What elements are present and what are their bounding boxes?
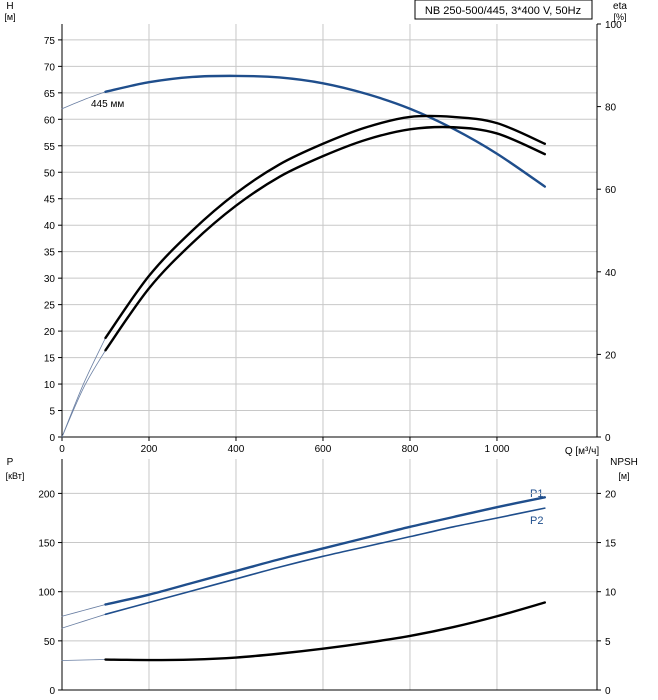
tick-label-left-bottom: 150	[38, 539, 55, 550]
npsh-axis-unit: [м]	[618, 471, 629, 481]
series-p2	[104, 507, 546, 616]
series-eta-b	[104, 125, 547, 352]
series-p1-ext	[61, 604, 106, 617]
tick-label-right-top: 80	[605, 103, 617, 114]
tick-label-right-top: 40	[605, 268, 617, 279]
head-axis-unit: [м]	[4, 12, 15, 22]
title-box: NB 250-500/445, 3*400 V, 50Hz	[414, 0, 593, 20]
tick-label-left-bottom: 0	[49, 686, 55, 697]
series-head-ext	[61, 91, 106, 110]
series-npsh	[104, 601, 547, 662]
tick-label-right-top: 60	[605, 185, 617, 196]
tick-label-right-bottom: 0	[605, 686, 611, 697]
tick-label-right-top: 0	[605, 433, 611, 444]
tick-label-right-bottom: 20	[605, 489, 617, 500]
series-eta-a	[104, 114, 547, 340]
tick-label-left-top: 10	[44, 380, 56, 391]
impeller-diameter-annotation: 445 мм	[91, 99, 124, 110]
tick-label-left-top: 40	[44, 221, 56, 232]
tick-label-right-bottom: 10	[605, 588, 617, 599]
tick-label-left-top: 25	[44, 301, 56, 312]
tick-label-right-bottom: 5	[605, 637, 611, 648]
tick-label-x: 200	[141, 444, 158, 455]
series-npsh-ext	[61, 659, 106, 661]
tick-label-left-bottom: 50	[44, 637, 56, 648]
tick-label-left-top: 20	[44, 327, 56, 338]
power-axis-label: P	[7, 457, 14, 468]
tick-label-left-top: 50	[44, 168, 56, 179]
tick-label-left-top: 30	[44, 274, 56, 285]
tick-label-left-top: 60	[44, 115, 56, 126]
tick-label-x: 0	[59, 444, 65, 455]
series-label-p2: P2	[530, 515, 543, 527]
tick-label-left-top: 35	[44, 248, 56, 259]
head-axis-label: H	[6, 1, 13, 12]
tick-label-left-top: 45	[44, 195, 56, 206]
tick-label-right-top: 20	[605, 350, 617, 361]
tick-label-left-top: 15	[44, 354, 56, 365]
tick-label-left-top: 65	[44, 89, 56, 100]
tick-label-left-top: 75	[44, 36, 56, 47]
tick-label-x: 600	[315, 444, 332, 455]
npsh-axis-label: NPSH	[610, 457, 638, 468]
tick-label-x: 800	[402, 444, 419, 455]
eta-axis-label: eta	[613, 1, 627, 12]
tick-label-left-top: 70	[44, 62, 56, 73]
tick-label-left-top: 0	[49, 433, 55, 444]
tick-label-left-top: 55	[44, 142, 56, 153]
series-label-p1: P1	[530, 488, 543, 500]
tick-label-left-bottom: 100	[38, 588, 55, 599]
tick-label-x: 400	[228, 444, 245, 455]
title-text: NB 250-500/445, 3*400 V, 50Hz	[425, 5, 581, 17]
tick-label-x: 1 000	[484, 444, 509, 455]
series-p2-ext	[61, 613, 106, 629]
power-axis-unit: [кВт]	[6, 471, 25, 481]
tick-label-right-top: 100	[605, 20, 622, 31]
series-eta-b-ext	[61, 349, 106, 438]
eta-axis-unit: [%]	[613, 12, 626, 22]
tick-label-left-top: 5	[49, 407, 55, 418]
series-p1	[104, 496, 547, 606]
series-head	[104, 74, 547, 188]
flow-axis-label: Q [м³/ч]	[565, 446, 600, 457]
tick-label-right-bottom: 15	[605, 539, 617, 550]
tick-label-left-bottom: 200	[38, 489, 55, 500]
